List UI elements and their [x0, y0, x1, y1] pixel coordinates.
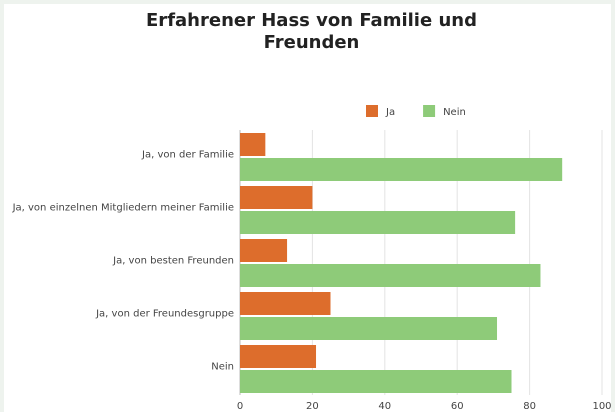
x-tick-label: 100: [592, 401, 611, 412]
bar: [240, 317, 498, 340]
legend-swatch: [366, 105, 378, 117]
bar: [240, 211, 516, 234]
y-tick-label: Ja, von einzelnen Mitgliedern meiner Fam…: [12, 203, 234, 214]
bar: [240, 133, 266, 156]
bar: [240, 239, 288, 262]
y-tick-label: Ja, von besten Freunden: [112, 256, 234, 267]
y-tick-label: Nein: [211, 362, 234, 373]
legend-label: Nein: [443, 107, 466, 118]
chart: 0 20 40 60 80 100 Ja Nein Ja, von der Familie Ja,…: [12, 105, 611, 412]
legend-swatch: [423, 105, 436, 117]
x-tick-label: 20: [306, 401, 319, 412]
chart-title: Erfahrener Hass von Familie und Freunden: [146, 10, 477, 53]
bar: [240, 186, 313, 209]
bar: [240, 264, 541, 287]
bar: [240, 158, 563, 181]
x-tick-label: 40: [378, 401, 391, 412]
x-tick-label: 80: [523, 401, 536, 412]
legend-label: Ja: [385, 107, 395, 118]
y-tick-label: Ja, von der Familie: [141, 150, 234, 161]
x-tick-label: 0: [237, 401, 243, 412]
chart-panel: Erfahrener Hass von Familie und Freunden…: [4, 4, 611, 412]
bar: [240, 370, 512, 393]
y-tick-label: Ja, von der Freundesgruppe: [95, 309, 234, 320]
x-tick-label: 60: [451, 401, 464, 412]
bar: [240, 292, 331, 315]
bar: [240, 345, 317, 368]
